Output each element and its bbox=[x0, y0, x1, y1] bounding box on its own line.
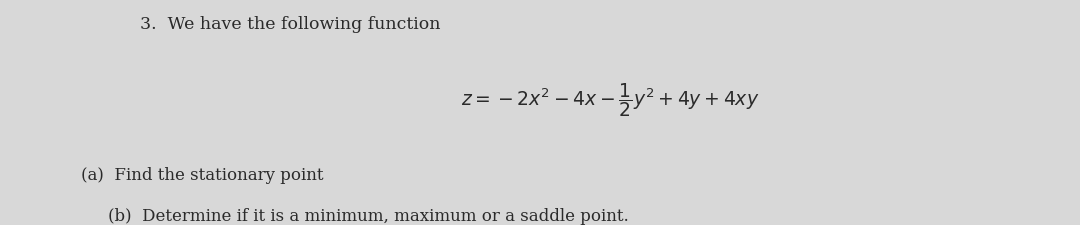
Text: (b)  Determine if it is a minimum, maximum or a saddle point.: (b) Determine if it is a minimum, maximu… bbox=[108, 207, 629, 224]
Text: (a)  Find the stationary point: (a) Find the stationary point bbox=[81, 166, 324, 183]
Text: $z = -2x^2 - 4x - \dfrac{1}{2}y^2 + 4y + 4xy$: $z = -2x^2 - 4x - \dfrac{1}{2}y^2 + 4y +… bbox=[461, 81, 759, 119]
Text: 3.  We have the following function: 3. We have the following function bbox=[140, 16, 441, 33]
